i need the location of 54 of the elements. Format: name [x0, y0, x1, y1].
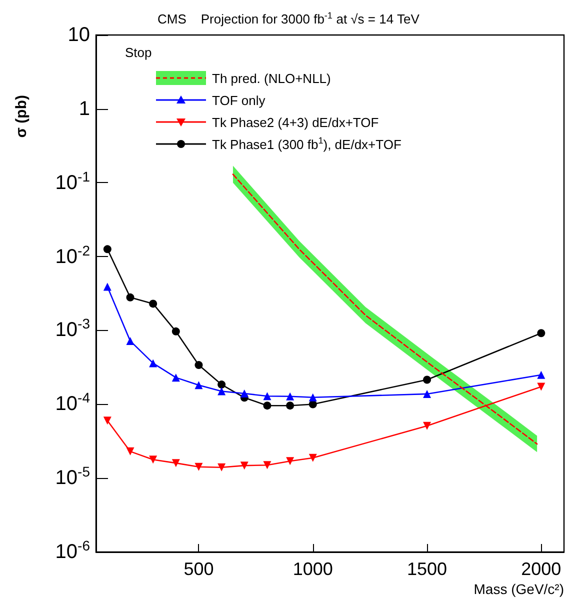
y-axis-title: σ (pb)	[13, 94, 30, 138]
x-tick-label: 1000	[292, 559, 333, 579]
point	[286, 392, 294, 400]
point	[103, 282, 112, 291]
point	[149, 359, 158, 368]
point	[126, 336, 134, 345]
y-tick-label: 10$^{-1}$	[54, 168, 90, 194]
x-axis-title: Mass (GeV/c²)	[474, 581, 564, 597]
legend-label: Tk Phase2 (4+3) dE/dx+TOF	[212, 114, 379, 130]
point	[286, 457, 294, 466]
point	[423, 376, 432, 384]
y-tick-label: 1	[78, 98, 90, 120]
point	[537, 370, 546, 379]
legend-label: Tk Phase1 (300 fb$^{1}$), dE/dx+TOF	[212, 135, 402, 152]
point	[218, 387, 226, 396]
y-tick-label: 10$^{-2}$	[54, 242, 90, 268]
point	[149, 456, 158, 464]
point	[240, 462, 248, 470]
point	[103, 245, 112, 254]
point	[172, 459, 180, 468]
point	[263, 402, 272, 410]
y-tick-label: 10$^{-5}$	[54, 463, 90, 490]
point	[194, 462, 203, 471]
point	[172, 374, 180, 382]
point	[308, 454, 317, 462]
point	[263, 392, 272, 400]
point	[218, 380, 226, 389]
legend-title: Stop	[125, 45, 152, 60]
x-tick-label: 500	[184, 559, 214, 579]
legend-label: TOF only	[212, 92, 266, 108]
y-tick-label: 10$^{-4}$	[54, 390, 90, 416]
point	[286, 402, 294, 410]
y-tick-label: 10$^{-6}$	[54, 537, 90, 563]
point	[194, 361, 203, 370]
point	[308, 400, 317, 408]
point	[172, 327, 180, 336]
y-tick-label: 10	[66, 24, 90, 46]
point	[218, 463, 226, 472]
point	[103, 416, 112, 425]
point	[423, 390, 432, 398]
point	[537, 382, 546, 391]
y-tick-label: 10$^{-3}$	[54, 316, 90, 342]
point	[240, 389, 248, 398]
x-tick-label: 1500	[407, 559, 448, 579]
point	[263, 461, 272, 470]
point	[537, 329, 546, 338]
point	[149, 300, 158, 308]
legend-label: Th pred. (NLO+NLL)	[212, 70, 331, 86]
x-tick-label: 2000	[521, 559, 562, 579]
point	[194, 381, 203, 390]
point	[423, 422, 432, 430]
point	[126, 447, 134, 456]
point	[308, 393, 317, 402]
point	[126, 293, 134, 302]
